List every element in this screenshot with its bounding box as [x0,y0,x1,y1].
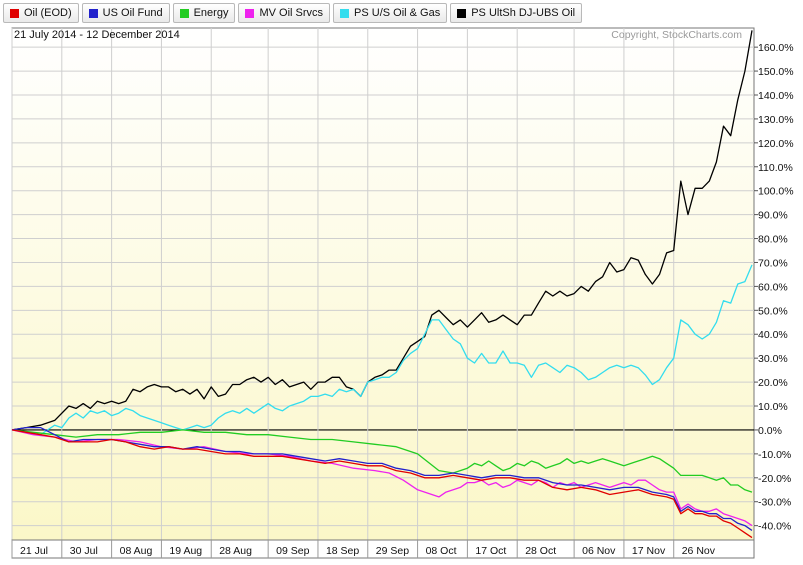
x-tick-label: 21 Jul [20,545,48,557]
series-layer [11,30,753,539]
x-tick-label: 17 Oct [475,545,506,557]
series-line-ps-u-s-oil-gas [11,264,753,436]
y-tick-label: 160.0% [758,42,794,54]
series-line-oil-eod [11,429,753,539]
legend-label: MV Oil Srvcs [259,7,324,19]
y-tick-label: 150.0% [758,66,794,78]
y-tick-label: 0.0% [758,425,782,437]
x-tick-label: 28 Aug [219,545,252,557]
legend-swatch-icon [340,8,350,18]
legend-label: US Oil Fund [102,7,163,19]
x-tick-label: 29 Sep [376,545,409,557]
legend-item-us-oil-fund[interactable]: US Oil Fund [81,3,170,23]
y-tick-label: -10.0% [758,449,791,461]
x-tick-label: 18 Sep [326,545,359,557]
legend-label: PS U/S Oil & Gas [354,7,441,19]
plot-background [11,27,755,541]
legend-item-oil-eod[interactable]: Oil (EOD) [3,3,79,23]
legend-bar: Oil (EOD) US Oil Fund Energy MV Oil Srvc… [0,0,803,26]
x-tick-label: 19 Aug [169,545,202,557]
y-tick-label: 50.0% [758,305,788,317]
legend-item-energy[interactable]: Energy [172,3,236,23]
x-tick-label: 17 Nov [632,545,666,557]
x-tick-label: 26 Nov [682,545,716,557]
x-tick-label: 09 Sep [276,545,309,557]
x-tick-label: 06 Nov [582,545,616,557]
x-tick-label: 08 Aug [120,545,153,557]
legend-swatch-icon [457,8,467,18]
x-tick-label: 08 Oct [426,545,457,557]
y-tick-label: -40.0% [758,521,791,533]
series-line-mv-oil-srvcs [11,429,753,527]
y-tick-label: 110.0% [758,162,793,174]
x-axis: 21 Jul 30 Jul 08 Aug 19 Aug 28 Aug 09 Sep 18 S… [11,539,755,559]
legend-label: Energy [193,7,229,19]
y-tick-label: 130.0% [758,114,794,126]
y-axis: 160.0% 150.0% 140.0% 130.0% 120.0% 110.0% 100.… [754,42,794,533]
y-tick-label: 60.0% [758,281,788,293]
date-range-label: 21 July 2014 - 12 December 2014 [14,29,180,41]
y-tick-label: 40.0% [758,329,788,341]
legend-item-ps-us-oil-gas[interactable]: PS U/S Oil & Gas [333,3,448,23]
legend-swatch-icon [88,8,98,18]
y-tick-label: 10.0% [758,401,788,413]
legend-item-mv-oil-srvcs[interactable]: MV Oil Srvcs [238,3,331,23]
legend-item-ps-ultsh-oil[interactable]: PS UltSh DJ-UBS Oil [450,3,583,23]
y-tick-label: 140.0% [758,90,794,102]
series-line-us-oil-fund [11,426,753,531]
legend-swatch-icon [179,8,189,18]
y-tick-label: 80.0% [758,234,788,246]
legend-label: Oil (EOD) [24,7,72,19]
y-tick-label: 100.0% [758,186,794,198]
y-tick-label: 30.0% [758,353,788,365]
y-tick-label: -30.0% [758,497,791,509]
legend-label: PS UltSh DJ-UBS Oil [471,7,576,19]
series-line-ps-ultsh-dj-ubs-oil [11,30,753,431]
legend-swatch-icon [245,8,255,18]
y-tick-label: 70.0% [758,257,788,269]
gridlines [11,28,754,540]
legend-swatch-icon [10,8,19,18]
copyright-label: Copyright, StockCharts.com [611,29,742,41]
x-tick-label: 30 Jul [70,545,98,557]
x-tick-label: 28 Oct [525,545,556,557]
series-line-energy [11,429,753,493]
y-tick-label: 20.0% [758,377,788,389]
y-tick-label: 120.0% [758,138,794,150]
y-tick-label: 90.0% [758,210,788,222]
y-tick-label: -20.0% [758,473,791,485]
